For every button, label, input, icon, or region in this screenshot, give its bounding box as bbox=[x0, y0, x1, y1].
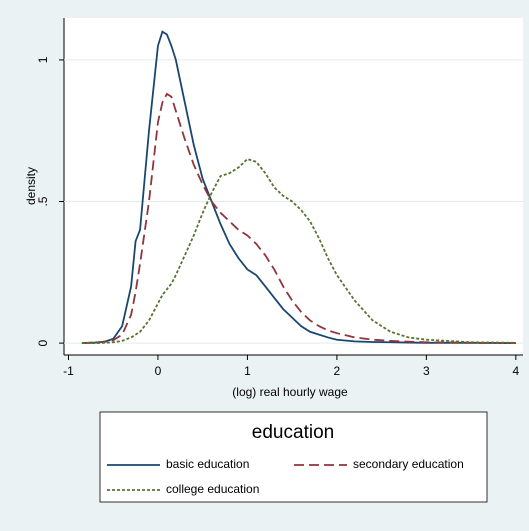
x-axis-title: (log) real hourly wage bbox=[232, 385, 348, 399]
x-tick-label: 1 bbox=[244, 364, 251, 378]
x-tick-label: 2 bbox=[334, 364, 341, 378]
x-tick-label: 0 bbox=[155, 364, 162, 378]
legend-label: secondary education bbox=[353, 457, 464, 471]
y-tick-label: 0 bbox=[36, 339, 50, 346]
x-tick-label: -1 bbox=[63, 364, 74, 378]
y-tick-label: .5 bbox=[36, 196, 50, 206]
legend-label: basic education bbox=[166, 457, 249, 471]
plot-area bbox=[64, 18, 523, 355]
y-axis-title: density bbox=[24, 167, 38, 205]
density-line bbox=[81, 158, 516, 345]
x-tick-label: 4 bbox=[512, 364, 519, 378]
legend bbox=[99, 411, 488, 503]
x-tick-label: 3 bbox=[423, 364, 430, 378]
legend-title: education bbox=[252, 422, 334, 443]
y-tick-label: 1 bbox=[36, 56, 50, 63]
legend-label: college education bbox=[166, 482, 259, 496]
density-line bbox=[81, 92, 516, 345]
density-line bbox=[81, 30, 516, 345]
